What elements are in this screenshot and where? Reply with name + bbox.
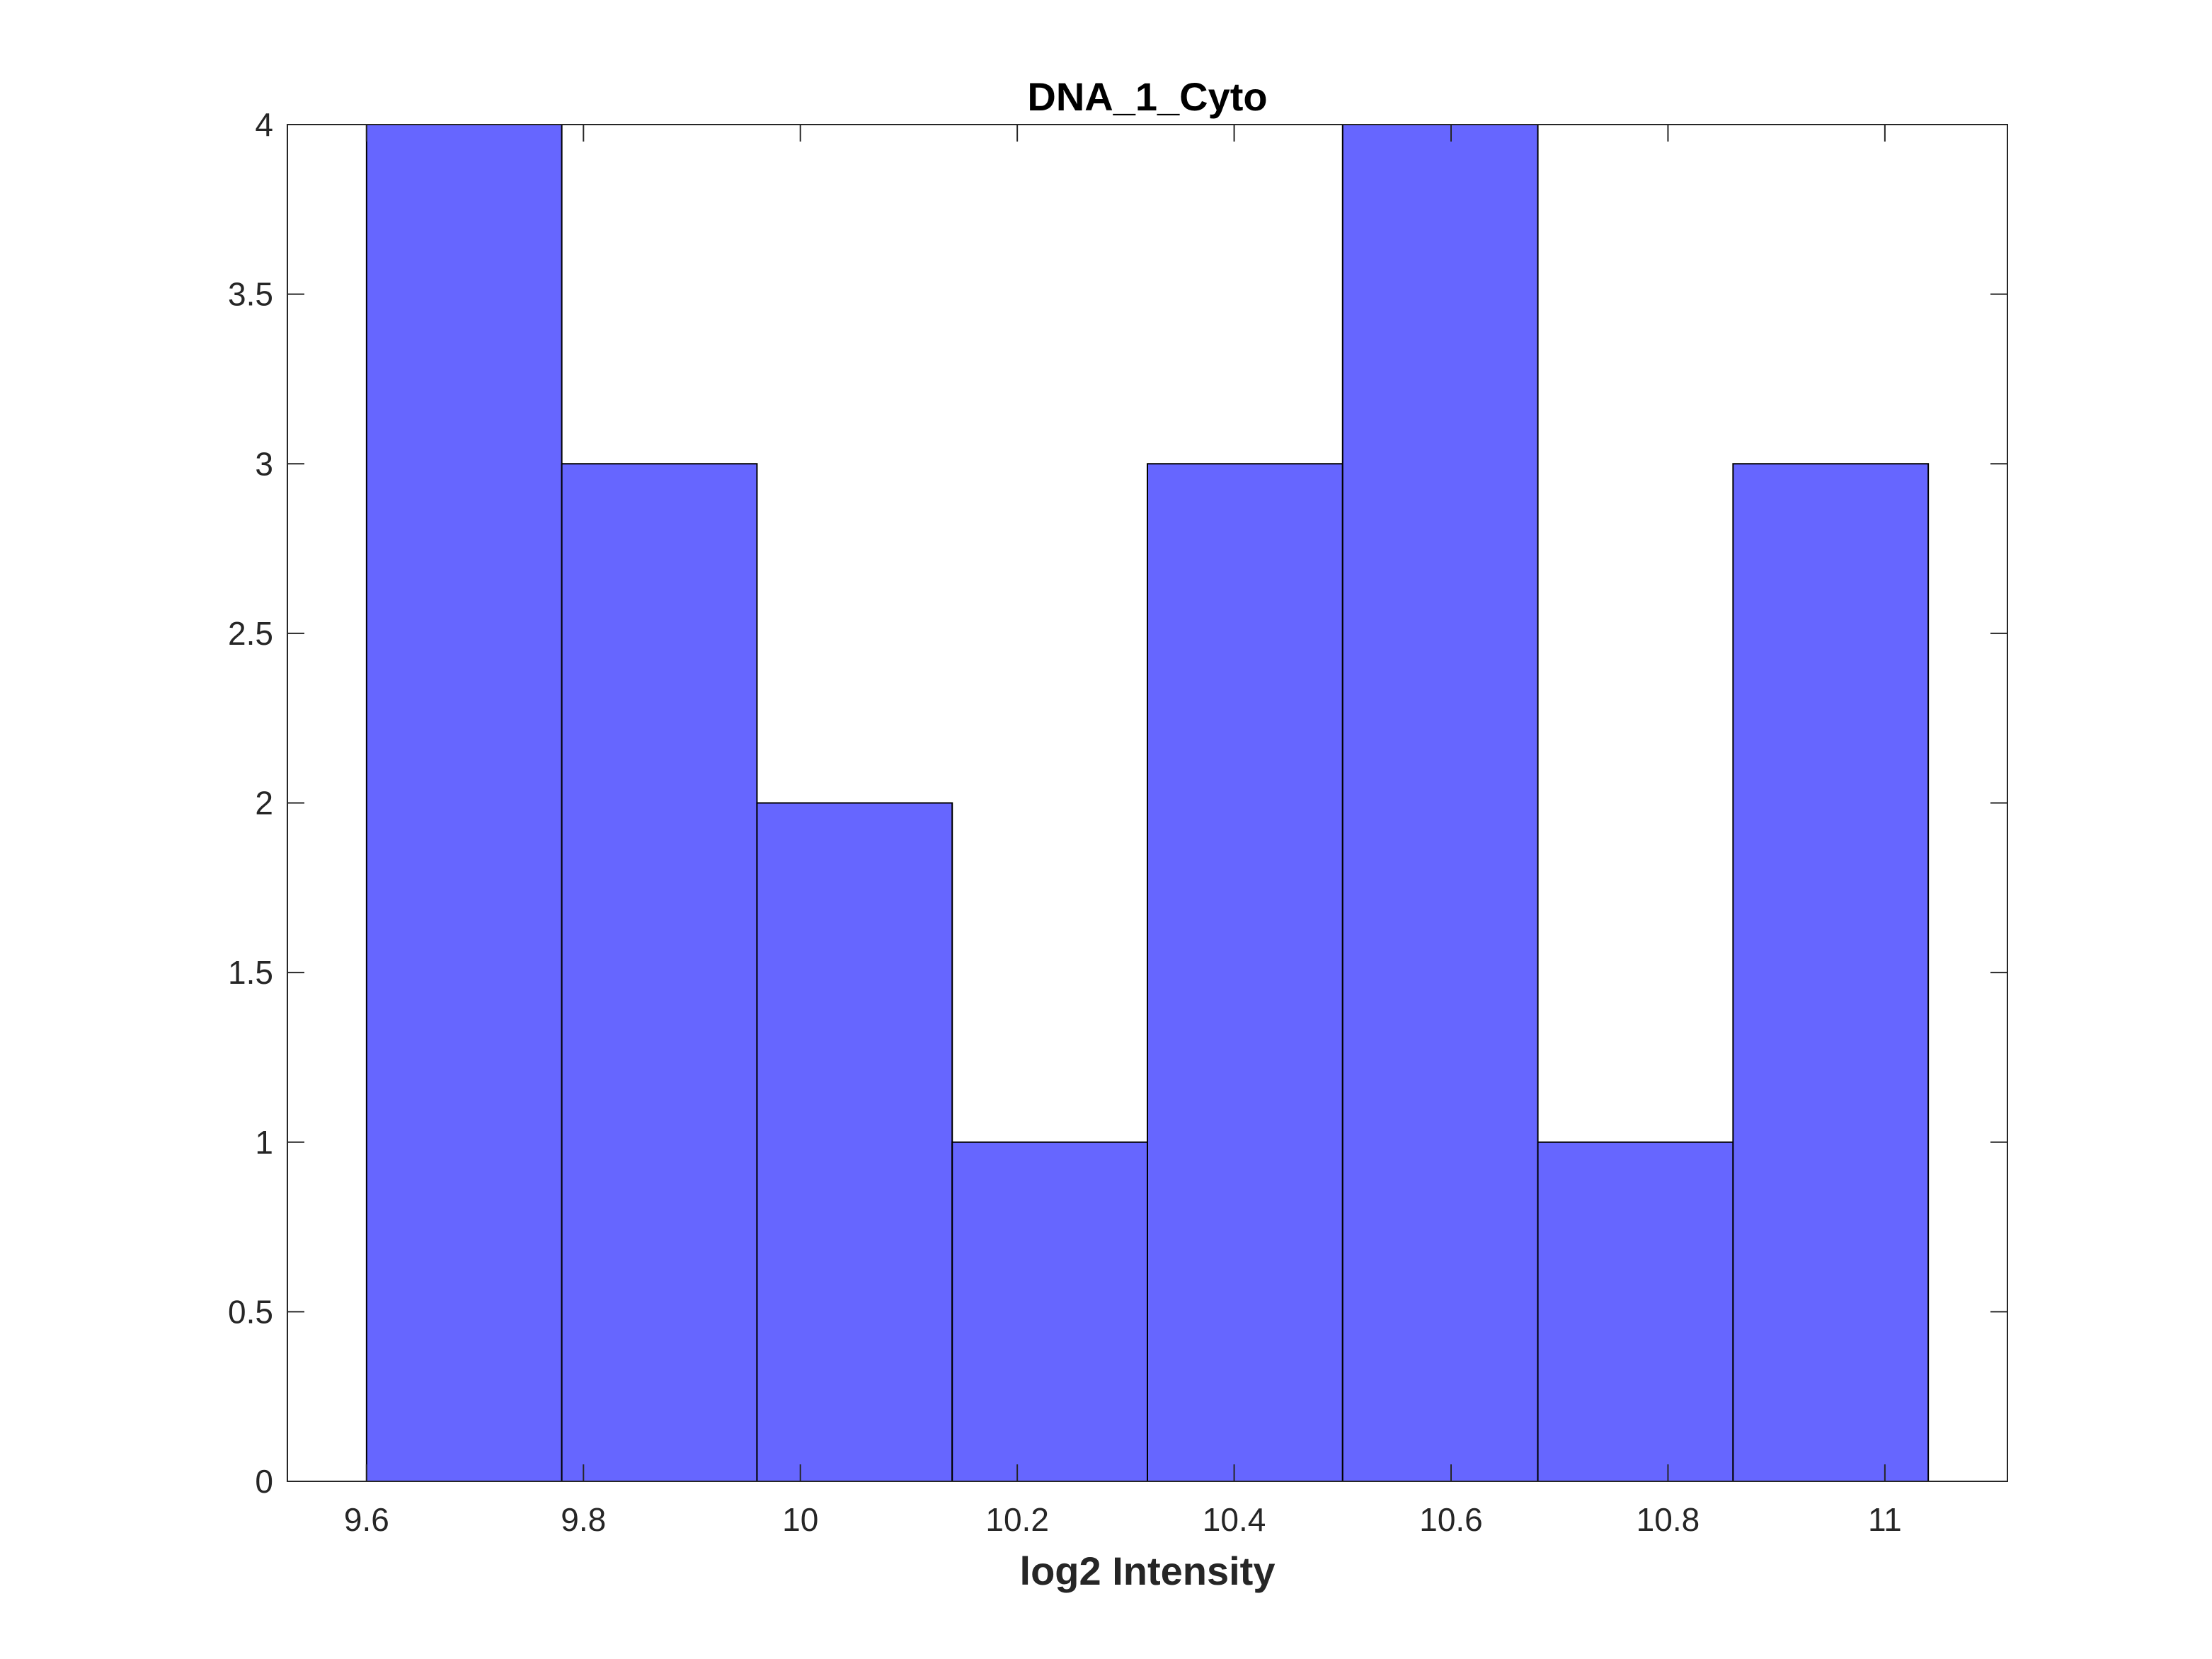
x-axis-label: log2 Intensity (1020, 1549, 1276, 1593)
y-tick-label: 2.5 (228, 615, 273, 652)
x-tick-label: 10.2 (985, 1501, 1049, 1538)
y-tick-label: 3 (255, 445, 273, 482)
y-tick-label: 0.5 (228, 1293, 273, 1330)
histogram-bar (1732, 463, 1930, 1482)
x-tick-label: 9.6 (344, 1501, 389, 1538)
x-tick-label: 10 (782, 1501, 818, 1538)
x-tick-label: 10.6 (1419, 1501, 1483, 1538)
y-tick-label: 1 (255, 1124, 273, 1161)
y-tick-label: 1.5 (228, 954, 273, 991)
tick-labels-group: 9.6 9.8 10 10.2 10.4 10.6 10.8 11 0 0.5 1 1.5 2 2.5 3 3… (228, 106, 1902, 1538)
histogram-bar (1341, 124, 1539, 1482)
histogram-bar (365, 124, 563, 1482)
y-tick-label: 0 (255, 1463, 273, 1500)
y-tick-label: 4 (255, 106, 273, 143)
y-tick-label: 2 (255, 785, 273, 822)
x-tick-label: 9.8 (561, 1501, 606, 1538)
axes-box (287, 124, 2008, 1482)
histogram-bar (951, 1141, 1149, 1482)
x-tick-label: 11 (1868, 1501, 1902, 1538)
histogram-bar (756, 802, 953, 1482)
histogram-bar (1537, 1141, 1734, 1482)
y-tick-label: 3.5 (228, 276, 273, 313)
x-tick-label: 10.4 (1203, 1501, 1266, 1538)
histogram-bar (561, 463, 758, 1482)
histogram-bar (1147, 463, 1343, 1482)
x-tick-label: 10.8 (1637, 1501, 1700, 1538)
bars-group (365, 124, 1930, 1482)
chart-title: DNA_1_Cyto (1027, 74, 1267, 119)
